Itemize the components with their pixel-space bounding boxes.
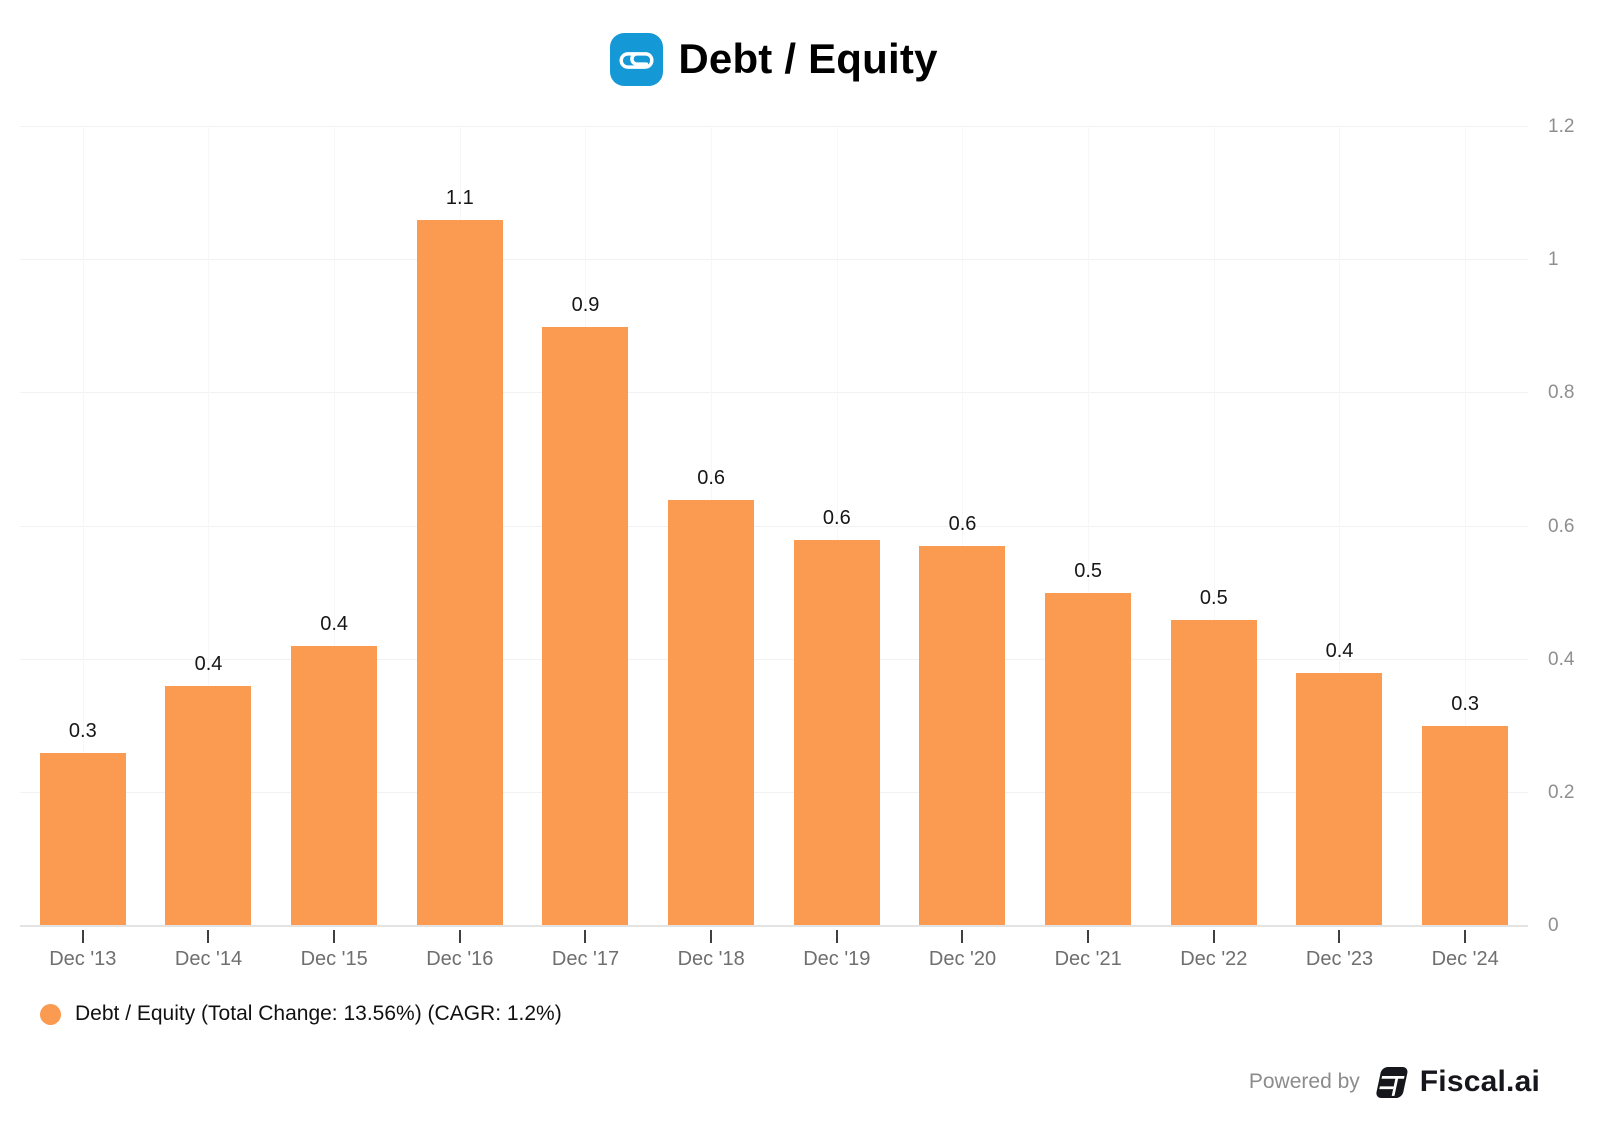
x-tick-label: Dec '22 (1180, 948, 1248, 970)
y-tick-label: 1 (1548, 249, 1559, 271)
bar-24[interactable] (1422, 726, 1509, 926)
x-tick-label: Dec '21 (1054, 948, 1122, 970)
x-tick-label: Dec '19 (803, 948, 871, 970)
chart-header: Debt / Equity (20, 30, 1528, 88)
x-axis-tick (710, 930, 713, 943)
bar-value-label: 0.9 (571, 293, 600, 316)
bar-20[interactable] (919, 546, 1006, 926)
legend[interactable]: Debt / Equity (Total Change: 13.56%) (CA… (40, 997, 562, 1031)
vertical-gridline (334, 127, 336, 926)
bar-value-label: 0.4 (320, 613, 349, 636)
bar-19[interactable] (793, 539, 880, 926)
bar-16[interactable] (416, 220, 503, 926)
vertical-gridline (82, 127, 84, 926)
abbott-logo-icon (610, 32, 664, 86)
vertical-gridline (1088, 127, 1090, 926)
y-tick-label: 1.2 (1548, 116, 1575, 137)
x-tick-label: Dec '14 (174, 948, 243, 970)
fiscal-ai-logo-icon (1376, 1066, 1408, 1098)
bar-value-label: 0.5 (1199, 586, 1228, 609)
y-tick-label: 0.8 (1548, 382, 1575, 404)
x-tick-label: Dec '23 (1305, 948, 1374, 970)
bar-22[interactable] (1170, 619, 1257, 926)
bar-slot: 0.3 Dec '13 (20, 127, 146, 970)
bar-value-label: 0.4 (194, 653, 223, 676)
x-axis-tick (961, 930, 964, 943)
footer: Powered by Fiscal.ai (1249, 1060, 1540, 1104)
bar-18[interactable] (668, 499, 755, 926)
bar-slot: 0.3 Dec '24 (1402, 127, 1528, 970)
bar-21[interactable] (1045, 593, 1132, 926)
bar-slot: 0.6 Dec '19 (774, 127, 900, 970)
horizontal-gridline (20, 392, 1528, 394)
bar-slot: 1.1 Dec '16 (397, 127, 523, 970)
bar-14[interactable] (165, 686, 252, 926)
y-tick-label: 0.6 (1548, 515, 1575, 537)
legend-circle-marker-icon (40, 1003, 61, 1025)
bar-slot: 0.4 Dec '15 (271, 127, 397, 970)
horizontal-gridline (20, 259, 1528, 261)
x-axis-tick (1338, 930, 1341, 943)
vertical-gridline (208, 127, 210, 926)
vertical-gridline (1339, 127, 1341, 926)
x-axis-tick (835, 930, 838, 943)
bar-value-label: 0.6 (822, 506, 851, 529)
bar-slot: 0.5 Dec '22 (1151, 127, 1277, 970)
bar-slot: 0.5 Dec '21 (1025, 127, 1151, 970)
x-axis-tick (81, 930, 84, 943)
x-axis-tick (207, 930, 210, 943)
bar-slot: 0.4 Dec '14 (146, 127, 272, 970)
bar-value-label: 0.3 (68, 719, 97, 742)
bar-value-label: 0.3 (1451, 693, 1480, 716)
vertical-gridline (962, 127, 964, 926)
horizontal-gridline (20, 126, 1528, 127)
bar-value-label: 0.6 (948, 513, 977, 536)
bar-slot: 0.6 Dec '20 (900, 127, 1026, 970)
x-tick-label: Dec '13 (49, 948, 117, 970)
horizontal-gridline (20, 791, 1528, 793)
x-tick-label: Dec '18 (677, 948, 745, 970)
x-axis-tick (584, 930, 587, 943)
bar-slot: 0.4 Dec '23 (1277, 127, 1403, 970)
y-tick-label: 0.2 (1548, 781, 1575, 803)
x-axis-tick (1087, 930, 1090, 943)
x-axis-tick (458, 930, 461, 943)
x-axis-line (20, 925, 1528, 927)
x-axis-tick (1212, 930, 1215, 943)
vertical-gridline (836, 127, 838, 926)
powered-by-label: Powered by (1248, 1070, 1360, 1093)
bar-slot: 0.6 Dec '18 (648, 127, 774, 970)
bar-13[interactable] (39, 752, 126, 926)
bar-15[interactable] (291, 646, 378, 926)
x-tick-label: Dec '17 (551, 948, 620, 970)
bar-value-label: 0.6 (697, 466, 726, 489)
x-tick-label: Dec '16 (426, 948, 494, 970)
x-tick-label: Dec '20 (928, 948, 997, 970)
x-tick-label: Dec '15 (300, 948, 368, 970)
chart-title: Debt / Equity (678, 35, 938, 82)
plot-area: 0.3 Dec '13 0.4 Dec '14 0.4 Dec '15 1.1 Dec '16… (20, 126, 1528, 970)
bar-value-label: 0.5 (1074, 560, 1103, 583)
bar-value-label: 0.4 (1325, 639, 1354, 662)
x-axis-tick (333, 930, 336, 943)
vertical-gridline (1213, 127, 1215, 926)
bar-23[interactable] (1296, 672, 1383, 926)
bar-17[interactable] (542, 326, 629, 926)
legend-label: Debt / Equity (Total Change: 13.56%) (CA… (75, 1002, 562, 1025)
horizontal-gridline (20, 525, 1528, 527)
x-axis-tick (1464, 930, 1467, 943)
horizontal-gridline (20, 658, 1528, 660)
bar-value-label: 1.1 (445, 187, 474, 210)
vertical-gridline (1465, 127, 1467, 926)
y-tick-label: 0.4 (1548, 648, 1575, 670)
bar-slot: 0.9 Dec '17 (523, 127, 649, 970)
y-tick-label: 0 (1548, 915, 1559, 936)
x-tick-label: Dec '24 (1431, 948, 1499, 970)
fiscal-ai-brand[interactable]: Fiscal.ai (1419, 1065, 1540, 1098)
